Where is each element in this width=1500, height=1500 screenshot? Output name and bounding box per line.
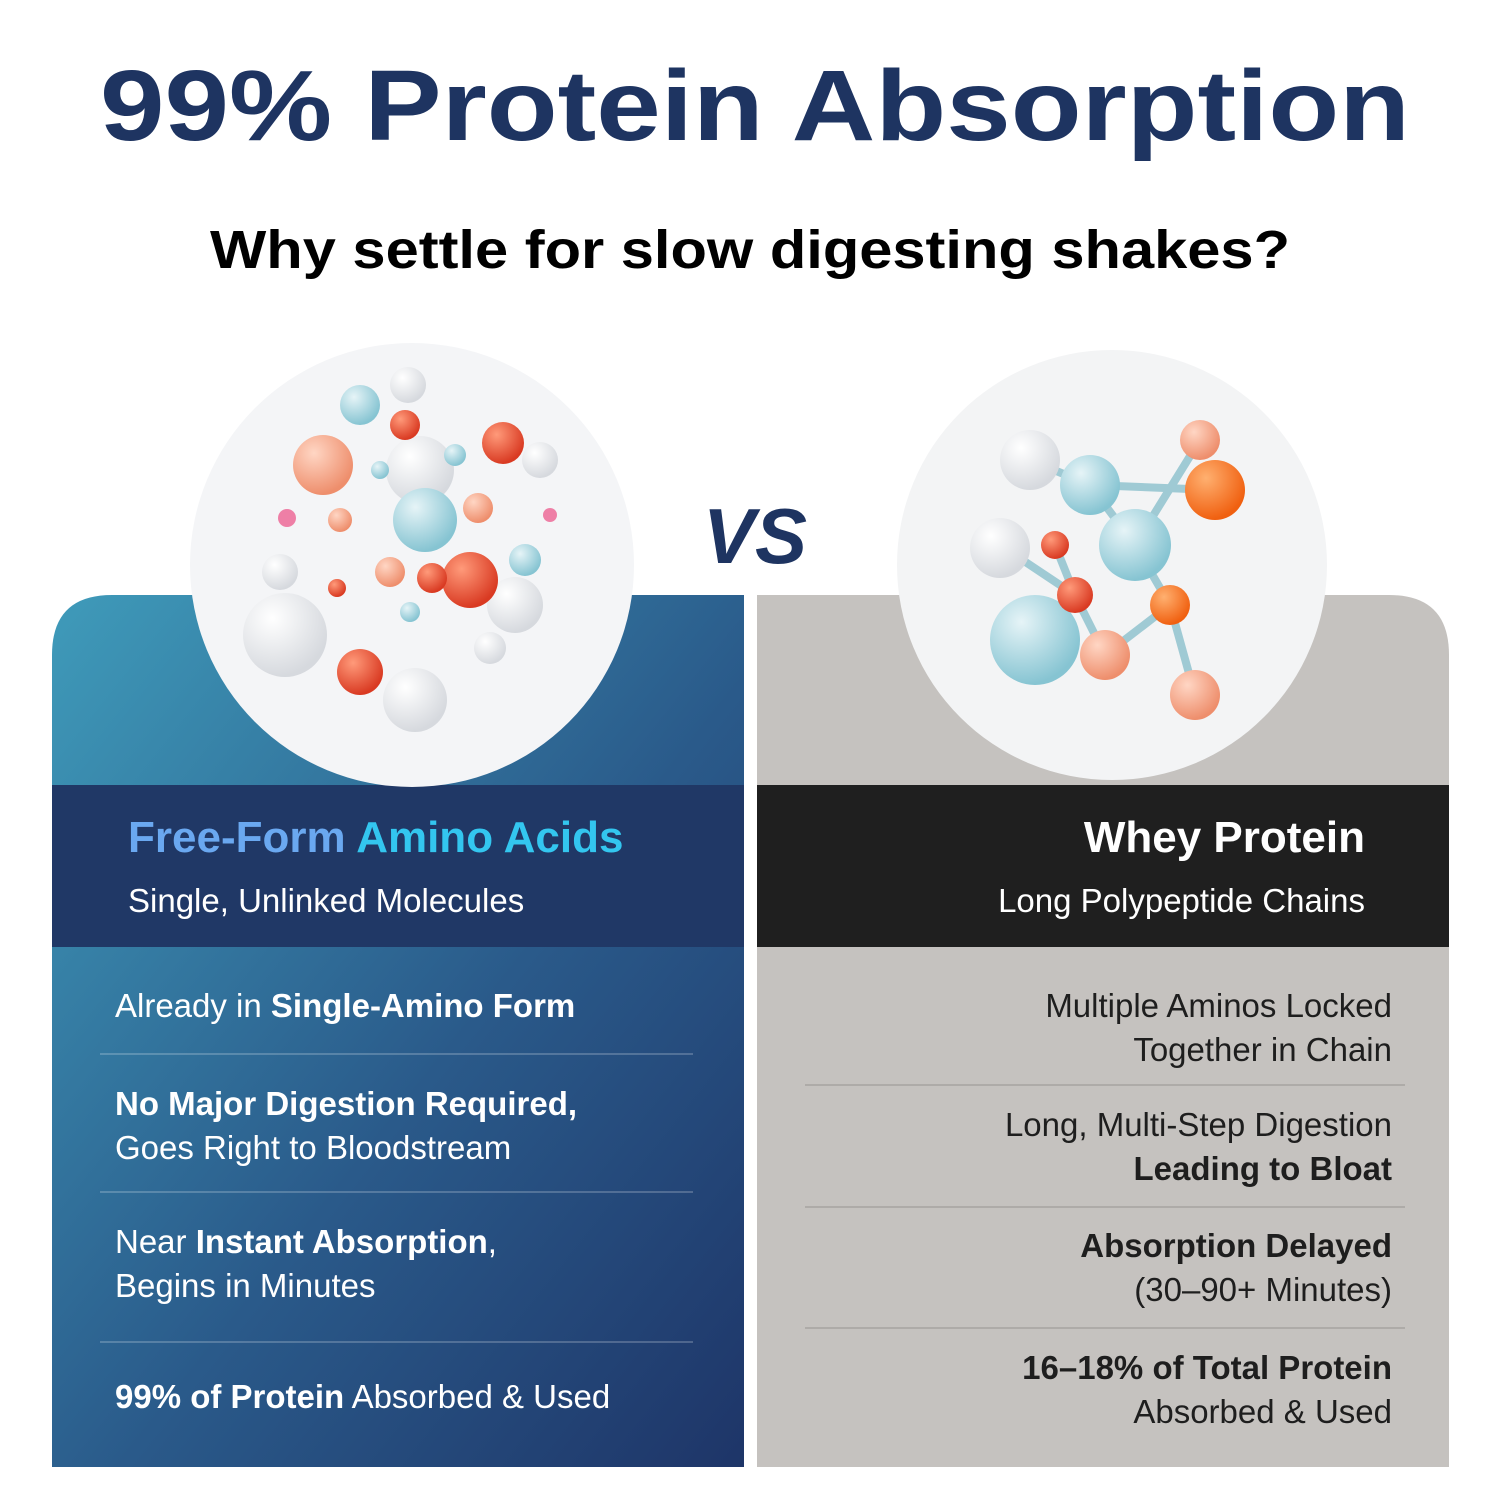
item-text: ,: [488, 1223, 497, 1260]
free-amino-illustration: [190, 343, 634, 787]
item-text: Goes Right to Bloodstream: [115, 1129, 511, 1166]
right-header-band: [757, 785, 1449, 947]
item-line: Absorbed & Used: [1133, 1393, 1392, 1430]
item-line: 16–18% of Total Protein: [1022, 1349, 1392, 1386]
vs-label: VS: [703, 492, 807, 580]
item-text: Leading to Bloat: [1134, 1150, 1393, 1187]
left-header-band: [52, 785, 744, 947]
item-text: Together in Chain: [1133, 1031, 1392, 1068]
item-line: Near Instant Absorption,: [115, 1223, 497, 1260]
item-line: Leading to Bloat: [1134, 1150, 1393, 1187]
item-line: Goes Right to Bloodstream: [115, 1129, 511, 1166]
item-line: 99% of Protein Absorbed & Used: [115, 1378, 610, 1415]
heading-part: Free-Form: [128, 813, 356, 862]
item-text: Begins in Minutes: [115, 1267, 375, 1304]
item-text: Near: [115, 1223, 196, 1260]
item-text: Already in: [115, 987, 271, 1024]
heading-part: Whey Protein: [1084, 813, 1365, 862]
title: 99% Protein Absorption: [100, 50, 1410, 162]
item-line: Long, Multi-Step Digestion: [1005, 1106, 1392, 1143]
subtitle: Why settle for slow digesting shakes?: [210, 220, 1290, 280]
item-text: Single-Amino Form: [271, 987, 575, 1024]
item-text: Instant Absorption: [196, 1223, 488, 1260]
item-line: Already in Single-Amino Form: [115, 987, 575, 1024]
item-line: (30–90+ Minutes): [1134, 1271, 1392, 1308]
item-text: Absorbed & Used: [1133, 1393, 1392, 1430]
item-text: 99% of Protein: [115, 1378, 344, 1415]
item-text: 16–18% of Total Protein: [1022, 1349, 1392, 1386]
item-text: (30–90+ Minutes): [1134, 1271, 1392, 1308]
whey-chain-illustration: [897, 350, 1327, 780]
item-line: Absorption Delayed: [1080, 1227, 1392, 1264]
column-heading: Whey Protein: [1084, 813, 1365, 862]
item-line: Multiple Aminos Locked: [1045, 987, 1392, 1024]
column-subheading: Long Polypeptide Chains: [998, 882, 1365, 919]
item-line: No Major Digestion Required,: [115, 1085, 577, 1122]
item-line: Begins in Minutes: [115, 1267, 375, 1304]
item-text: Multiple Aminos Locked: [1045, 987, 1392, 1024]
column-heading: Free-Form Amino Acids: [128, 813, 623, 862]
heading-part: Amino Acids: [356, 813, 623, 862]
item-line: Together in Chain: [1133, 1031, 1392, 1068]
item-text: Absorption Delayed: [1080, 1227, 1392, 1264]
item-text: Long, Multi-Step Digestion: [1005, 1106, 1392, 1143]
item-text: No Major Digestion Required,: [115, 1085, 577, 1122]
item-text: Absorbed & Used: [344, 1378, 610, 1415]
column-subheading: Single, Unlinked Molecules: [128, 882, 524, 919]
